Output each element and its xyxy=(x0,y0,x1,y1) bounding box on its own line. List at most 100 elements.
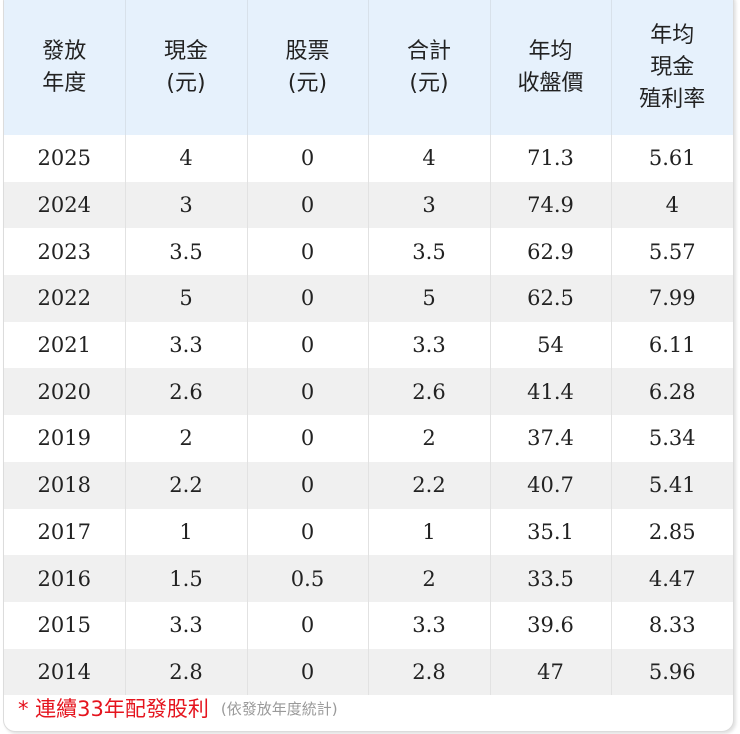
table-header-row: 發放 年度 現金 (元) 股票 (元) 合計 (元) 年均 收盤價 xyxy=(4,0,733,135)
header-line: (元) xyxy=(166,71,206,96)
table-row: 2014 2.8 0 2.8 47 5.96 xyxy=(4,648,733,696)
table-row: 2024 3 0 3 74.9 4 xyxy=(4,181,733,229)
header-line: 合計 xyxy=(406,39,451,64)
cell-total: 3.3 xyxy=(367,321,490,369)
cell-cash: 3.3 xyxy=(124,601,247,649)
cell-avg-close-price: 54 xyxy=(489,321,611,369)
cell-year: 2020 xyxy=(4,368,125,416)
cell-total: 5 xyxy=(367,275,490,322)
cell-avg-cash-yield: 5.34 xyxy=(610,415,733,462)
cell-avg-cash-yield: 7.99 xyxy=(610,275,733,322)
table-row: 2015 3.3 0 3.3 39.6 8.33 xyxy=(4,601,733,649)
cell-total: 3 xyxy=(367,181,490,229)
cell-year: 2018 xyxy=(4,461,125,509)
cell-stock: 0 xyxy=(246,601,368,649)
cell-stock: 0 xyxy=(246,135,368,182)
header-issue-year: 發放 年度 xyxy=(4,0,125,135)
table-row: 2018 2.2 0 2.2 40.7 5.41 xyxy=(4,461,733,509)
table-row: 2023 3.5 0 3.5 62.9 5.57 xyxy=(4,228,733,276)
cell-avg-cash-yield: 5.96 xyxy=(610,648,733,696)
cell-cash: 3 xyxy=(124,181,247,229)
cell-cash: 3.5 xyxy=(124,228,247,276)
cell-cash: 1.5 xyxy=(124,555,247,602)
header-stock: 股票 (元) xyxy=(246,0,368,135)
cell-total: 2.2 xyxy=(367,461,490,509)
dividend-table: 發放 年度 現金 (元) 股票 (元) 合計 (元) 年均 收盤價 xyxy=(4,0,733,696)
table-row: 2017 1 0 1 35.1 2.85 xyxy=(4,508,733,556)
cell-avg-cash-yield: 4 xyxy=(610,181,733,229)
table-row: 2021 3.3 0 3.3 54 6.11 xyxy=(4,321,733,369)
cell-cash: 2.2 xyxy=(124,461,247,509)
header-total: 合計 (元) xyxy=(367,0,490,135)
cell-year: 2017 xyxy=(37,519,91,544)
cell-total: 1 xyxy=(367,508,490,556)
cell-avg-cash-yield: 4.47 xyxy=(610,555,733,602)
cell-avg-close-price: 37.4 xyxy=(489,415,611,462)
cell-avg-close-price: 47 xyxy=(489,648,611,696)
header-line: 殖利率 xyxy=(639,87,706,112)
cell-avg-close-price: 62.9 xyxy=(489,228,611,276)
cell-avg-close-price: 33.5 xyxy=(489,555,611,602)
cell-avg-close-price: 62.5 xyxy=(489,275,611,322)
table-row: 2019 2 0 2 37.4 5.34 xyxy=(4,415,733,462)
cell-total: 2.6 xyxy=(367,368,490,416)
header-line: (元) xyxy=(409,71,449,96)
cell-avg-close-price: 39.6 xyxy=(489,601,611,649)
cell-cash: 5 xyxy=(124,275,247,322)
table-row: 2025 4 0 4 71.3 5.61 xyxy=(4,135,733,182)
header-avg-cash-yield: 年均 現金 殖利率 xyxy=(610,0,733,135)
cell-total: 2 xyxy=(367,415,490,462)
header-line: 年度 xyxy=(42,71,87,96)
cell-stock: 0 xyxy=(246,321,368,369)
cell-cash: 4 xyxy=(124,135,247,182)
cell-avg-cash-yield: 5.61 xyxy=(610,135,733,182)
cell-avg-cash-yield: 8.33 xyxy=(610,601,733,649)
cell-total: 3.5 xyxy=(367,228,490,276)
cell-total: 2 xyxy=(367,555,490,602)
cell-avg-cash-yield: 6.11 xyxy=(610,321,733,369)
cell-total: 4 xyxy=(367,135,490,182)
cell-avg-close-price: 74.9 xyxy=(489,181,611,229)
cell-stock: 0 xyxy=(246,275,368,322)
header-line: 年均 xyxy=(650,23,695,48)
header-line: 現金 xyxy=(650,55,695,80)
cell-cash: 2.6 xyxy=(124,368,247,416)
cell-year: 2023 xyxy=(37,239,91,264)
cell-year: 2016 xyxy=(4,555,125,602)
cell-stock: 0 xyxy=(246,508,368,556)
header-line: 股票 xyxy=(285,39,330,64)
header-line: (元) xyxy=(287,71,328,96)
cell-year: 2025 xyxy=(37,146,91,171)
cell-avg-close-price: 41.4 xyxy=(489,368,611,416)
cell-stock: 0 xyxy=(246,415,368,462)
cell-total: 3.3 xyxy=(367,601,490,649)
consecutive-dividend-note: * 連續33年配發股利 xyxy=(18,697,209,721)
cell-cash: 2.8 xyxy=(124,648,247,696)
table-row: 2016 1.5 0.5 2 33.5 4.47 xyxy=(4,555,733,602)
header-line: 發放 xyxy=(42,39,87,64)
cell-stock: 0.5 xyxy=(246,555,368,602)
cell-total: 2.8 xyxy=(367,648,490,696)
header-cash: 現金 (元) xyxy=(124,0,247,135)
dividend-table-card: 發放 年度 現金 (元) 股票 (元) 合計 (元) 年均 收盤價 xyxy=(3,0,734,732)
cell-year: 2014 xyxy=(4,648,125,696)
cell-avg-close-price: 40.7 xyxy=(489,461,611,509)
cell-avg-close-price: 71.3 xyxy=(489,135,611,182)
cell-stock: 0 xyxy=(246,368,368,416)
header-line: 年均 xyxy=(528,39,573,64)
cell-year: 2019 xyxy=(37,426,91,451)
cell-avg-cash-yield: 5.41 xyxy=(610,461,733,509)
cell-year: 2022 xyxy=(4,275,125,322)
header-line: 收盤價 xyxy=(517,71,584,96)
cell-year: 2021 xyxy=(37,333,91,358)
cell-year: 2015 xyxy=(37,613,91,638)
cell-avg-cash-yield: 2.85 xyxy=(610,508,733,556)
cell-cash: 3.3 xyxy=(124,321,247,369)
cell-cash: 2 xyxy=(124,415,247,462)
cell-stock: 0 xyxy=(246,228,368,276)
cell-stock: 0 xyxy=(246,461,368,509)
table-row: 2020 2.6 0 2.6 41.4 6.28 xyxy=(4,368,733,416)
cell-year: 2024 xyxy=(4,181,125,229)
header-line: 現金 xyxy=(163,39,208,64)
table-row: 2022 5 0 5 62.5 7.99 xyxy=(4,275,733,322)
